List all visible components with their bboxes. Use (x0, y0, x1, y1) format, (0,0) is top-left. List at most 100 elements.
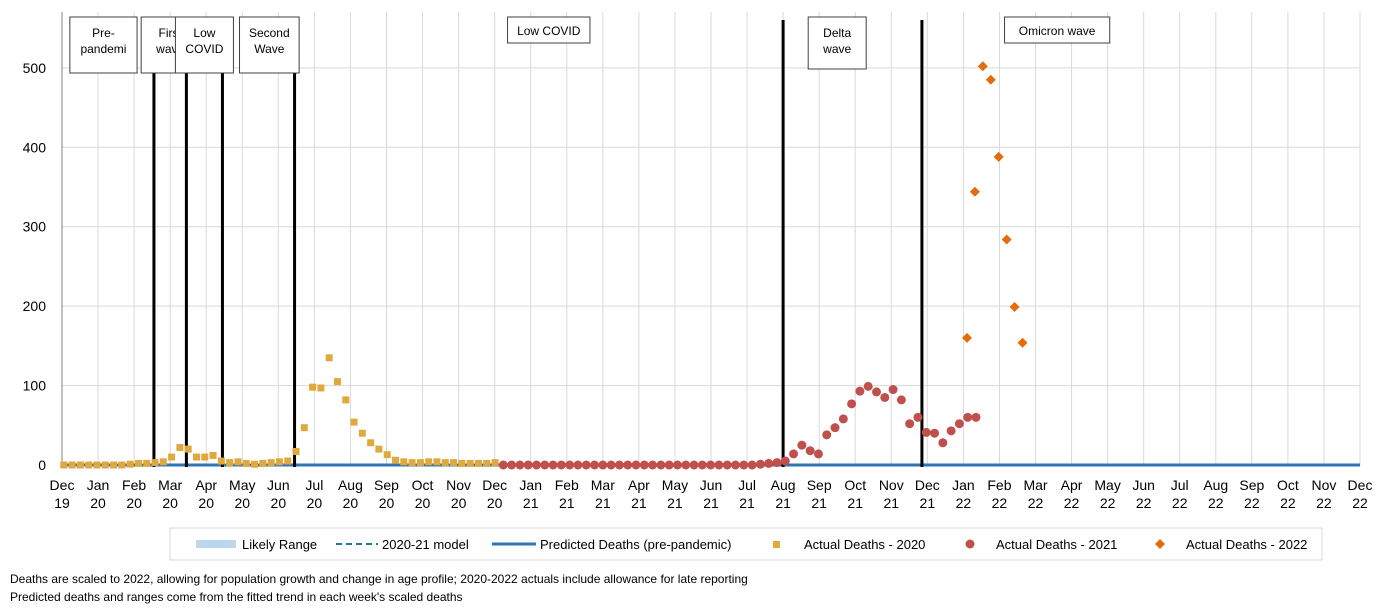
x-tick-text: Feb (555, 477, 579, 493)
chart-legend: Likely Range 2020-21 model Predicted Death… (169, 527, 1323, 561)
x-tick-text: Mar (158, 477, 182, 493)
point-2022 (961, 332, 972, 343)
point-2020 (126, 460, 134, 468)
period-label-0: Pre-pandemi (69, 16, 138, 74)
legend-item-5: Actual Deaths - 2022 (1155, 537, 1307, 552)
gridlines (61, 12, 1361, 466)
legend-swatch-2021 (965, 539, 975, 549)
x-tick-text: May (1094, 477, 1120, 493)
x-tick-text: Feb (987, 477, 1011, 493)
x-tick-text: 22 (1352, 495, 1368, 511)
x-tick-label-30: Jun 22 (1132, 477, 1155, 511)
point-2021 (789, 449, 799, 459)
x-tick-label-14: Feb 21 (555, 477, 579, 511)
x-tick-text: 21 (559, 495, 575, 511)
x-tick-text: May (229, 477, 255, 493)
legend-label: 2020-21 model (382, 537, 469, 552)
x-tick-text: Apr (1061, 477, 1083, 493)
x-tick-text: Nov (879, 477, 904, 493)
x-tick-text: Dec (1348, 477, 1373, 493)
point-2022 (969, 186, 980, 197)
point-2020 (68, 461, 76, 469)
point-2021 (498, 460, 508, 470)
actual-deaths-points (60, 61, 1028, 470)
point-2020 (76, 461, 84, 469)
x-tick-label-11: Nov 20 (446, 477, 471, 511)
x-tick-text: 22 (1028, 495, 1044, 511)
x-tick-text: 20 (379, 495, 395, 511)
x-tick-text: 22 (1136, 495, 1152, 511)
point-2021 (880, 392, 890, 402)
period-label-box (239, 16, 300, 74)
point-2021 (639, 460, 649, 470)
x-tick-label-0: Dec 19 (50, 477, 75, 511)
point-2020 (342, 396, 350, 404)
x-tick-label-20: Aug 21 (771, 477, 796, 511)
point-2020 (317, 384, 325, 392)
x-tick-label-2: Feb 20 (122, 477, 146, 511)
point-2021 (755, 459, 765, 469)
point-2022 (985, 74, 996, 85)
x-tick-label-36: Dec 22 (1348, 477, 1373, 511)
point-2021 (614, 460, 624, 470)
point-2021 (631, 460, 641, 470)
x-tick-label-32: Aug 22 (1203, 477, 1228, 511)
point-2021 (797, 440, 807, 450)
x-tick-label-22: Oct 21 (844, 477, 866, 511)
x-tick-text: Jan (519, 477, 542, 493)
point-2021 (822, 430, 832, 440)
x-tick-label-31: Jul 22 (1171, 477, 1189, 511)
y-tick-label-200: 200 (23, 298, 47, 314)
x-tick-text: Oct (412, 477, 434, 493)
period-label-box (174, 16, 234, 74)
point-2022 (993, 151, 1004, 162)
x-tick-label-33: Sep 22 (1239, 477, 1264, 511)
point-2020 (292, 447, 300, 455)
point-2021 (905, 419, 915, 429)
period-label-text: Omicron wave (1019, 24, 1096, 38)
legend-item-2: Predicted Deaths (pre-pandemic) (492, 537, 731, 552)
point-2021 (921, 427, 931, 437)
x-tick-text: Nov (446, 477, 471, 493)
x-tick-text: 21 (847, 495, 863, 511)
x-tick-text: Apr (628, 477, 650, 493)
x-tick-text: 22 (1208, 495, 1224, 511)
x-tick-text: Jan (952, 477, 975, 493)
point-2021 (739, 460, 749, 470)
legend-swatch-2020 (773, 541, 780, 548)
period-label-box (807, 16, 867, 70)
x-tick-text: Sep (1239, 477, 1264, 493)
period-label-text: Delta (823, 26, 851, 40)
point-2020 (101, 461, 109, 469)
legend-item-4: Actual Deaths - 2021 (965, 537, 1117, 552)
y-axis: 0 100 200 300 400 500 (23, 12, 63, 473)
point-2021 (963, 412, 973, 422)
x-tick-text: 20 (198, 495, 214, 511)
point-2020 (275, 458, 283, 466)
legend-item-0: Likely Range (196, 537, 317, 552)
point-2021 (747, 460, 757, 470)
point-2020 (350, 418, 358, 426)
point-2020 (483, 459, 491, 467)
point-2021 (598, 460, 608, 470)
point-2021 (697, 460, 707, 470)
x-tick-text: 21 (595, 495, 611, 511)
x-tick-label-13: Jan 21 (519, 477, 542, 511)
x-tick-label-9: Sep 20 (374, 477, 399, 511)
point-2022 (1009, 301, 1020, 312)
x-tick-text: 20 (343, 495, 359, 511)
y-tick-label-400: 400 (23, 139, 47, 155)
point-2020 (416, 459, 424, 467)
legend-label: Likely Range (242, 537, 317, 552)
x-tick-label-4: Apr 20 (195, 477, 217, 511)
point-2020 (358, 429, 366, 437)
point-2021 (930, 428, 940, 438)
period-label-text: Second (249, 26, 290, 40)
x-tick-text: 20 (126, 495, 142, 511)
point-2021 (573, 460, 583, 470)
point-2020 (134, 459, 142, 467)
x-tick-text: Dec (482, 477, 507, 493)
x-tick-text: Jul (305, 477, 323, 493)
point-2021 (722, 460, 732, 470)
